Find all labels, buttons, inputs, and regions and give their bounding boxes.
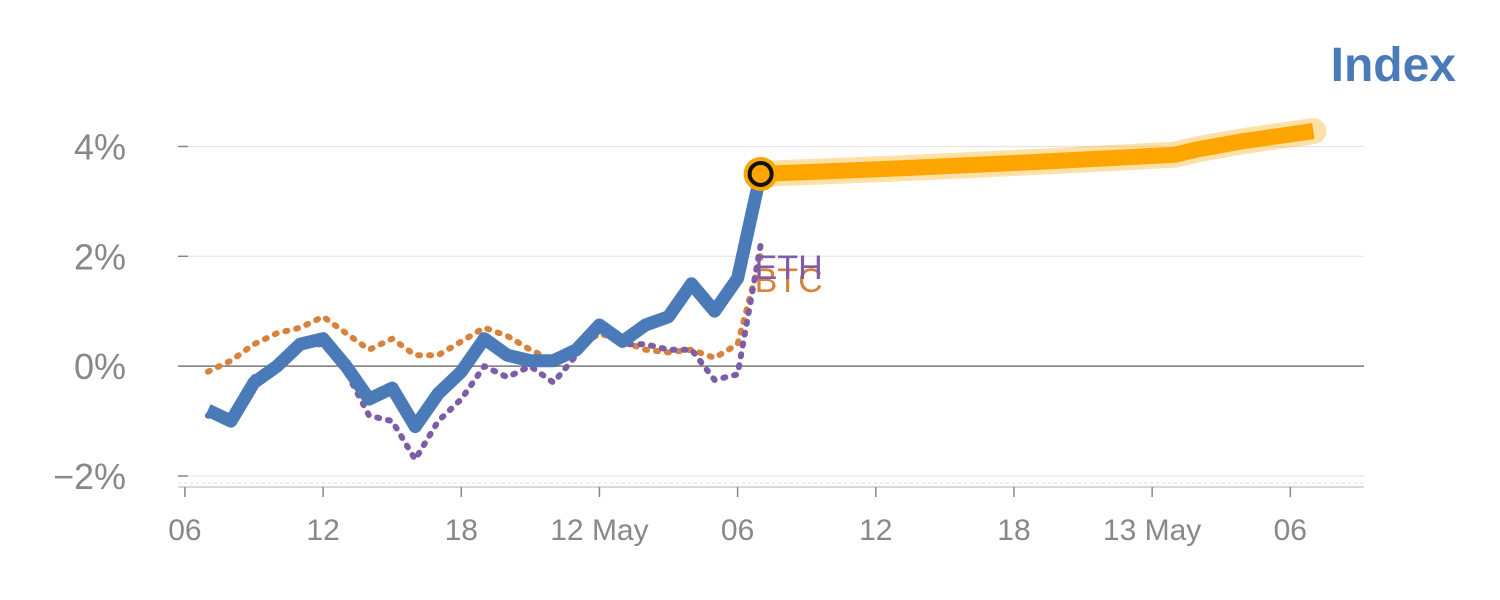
- x-tick-label: 12 May: [550, 514, 648, 547]
- x-tick-label: 06: [1274, 514, 1307, 547]
- x-axis: 06 12 18 12 May 06 12 18 13 May 06: [168, 482, 1364, 547]
- x-tick-label: 06: [168, 514, 201, 547]
- series-label-eth: ETH: [755, 249, 823, 287]
- series-line-index: [205, 172, 767, 434]
- x-tick-label: 12: [859, 514, 892, 547]
- x-tick-label: 06: [721, 514, 754, 547]
- series-layer: [204, 118, 1327, 463]
- y-tick-label: −2%: [53, 456, 126, 497]
- y-axis: 4% 2% 0% −2%: [53, 126, 188, 497]
- y-tick-label: 0%: [74, 346, 126, 387]
- y-tick-label: 4%: [74, 126, 126, 167]
- series-line-btc: [204, 253, 764, 375]
- y-tick-label: 2%: [74, 236, 126, 277]
- x-tick-label: 12: [306, 514, 339, 547]
- highlight-point: [747, 160, 774, 187]
- chart-title: Index: [1331, 39, 1457, 92]
- projection-line: [760, 123, 1315, 182]
- grid-layer: [178, 145, 1364, 477]
- series-label-btc: BTC: [755, 262, 823, 300]
- x-tick-label: 13 May: [1103, 514, 1201, 547]
- x-tick-label: 18: [997, 514, 1030, 547]
- x-tick-label: 18: [445, 514, 478, 547]
